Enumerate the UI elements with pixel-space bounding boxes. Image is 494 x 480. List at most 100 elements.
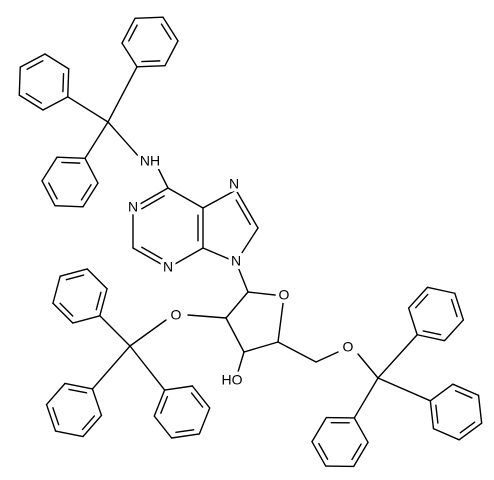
bond (52, 302, 74, 324)
double-bond (415, 293, 429, 309)
bond (429, 383, 454, 402)
bond (91, 388, 103, 417)
bond (167, 247, 204, 269)
double-bond (235, 199, 251, 226)
bond (153, 415, 173, 439)
double-bond (160, 395, 169, 414)
bond (153, 389, 166, 417)
bond (191, 385, 211, 409)
bond (18, 94, 44, 111)
double-bond (81, 415, 96, 431)
bonds (18, 16, 483, 468)
bond (170, 433, 201, 439)
double-bond (26, 60, 44, 70)
double-bond (65, 274, 85, 281)
bond (407, 286, 429, 309)
bond (452, 383, 480, 397)
bond (132, 247, 169, 269)
double-bond (48, 182, 58, 200)
bond (311, 440, 327, 467)
double-bond (160, 23, 172, 40)
bond (454, 292, 465, 321)
bond (107, 66, 138, 123)
double-bond (80, 184, 92, 201)
bond (277, 341, 317, 363)
bond (237, 351, 245, 373)
bond (277, 295, 285, 343)
bond (99, 315, 131, 347)
bond (41, 156, 58, 182)
bond (45, 403, 57, 432)
bond (107, 121, 141, 159)
bond (426, 286, 456, 294)
bond (353, 377, 379, 419)
bond (247, 291, 285, 297)
bond (243, 341, 279, 353)
bond (353, 417, 369, 444)
bond (353, 441, 369, 468)
bond (18, 66, 21, 96)
atom-label: N (229, 176, 239, 192)
bond (235, 261, 249, 293)
bond (429, 400, 435, 430)
double-bond (25, 92, 43, 104)
bond (45, 382, 66, 406)
bond (162, 16, 179, 42)
bond (82, 414, 103, 438)
double-bond (62, 73, 65, 93)
bond (202, 189, 237, 209)
bond (67, 96, 109, 123)
bond (59, 268, 88, 277)
bond (134, 16, 164, 20)
double-bond (128, 24, 138, 42)
double-bond (190, 392, 204, 408)
double-bond (68, 388, 88, 394)
double-bond (435, 404, 439, 424)
bond (56, 156, 86, 160)
bond (82, 182, 99, 208)
atom-label: N (231, 253, 241, 269)
bond (54, 204, 84, 208)
bond (44, 53, 70, 70)
double-bond (450, 298, 458, 318)
bond (202, 247, 237, 263)
atom-label: N (128, 199, 138, 215)
double-bond (175, 429, 195, 434)
bond (225, 317, 245, 353)
double-bond (454, 390, 473, 399)
bond (129, 345, 166, 391)
bond (84, 121, 109, 160)
bond (41, 180, 56, 207)
bond (235, 189, 259, 229)
atom-label: O (171, 307, 182, 323)
bond (86, 268, 108, 290)
bond (198, 407, 211, 435)
bond (477, 394, 483, 424)
bond (235, 227, 259, 263)
bond (72, 315, 101, 324)
bond (132, 187, 169, 209)
atom-label: NH (140, 153, 160, 169)
bond (67, 68, 70, 98)
bond (136, 64, 166, 68)
double-bond (422, 330, 442, 336)
bond (42, 96, 69, 111)
bond (84, 157, 99, 184)
bond (357, 353, 379, 379)
bond (19, 53, 46, 68)
atom-labels: NH N N N N O O HO O (124, 149, 357, 391)
bond (167, 187, 204, 209)
bond (121, 17, 136, 44)
atom-label: HO (222, 372, 243, 388)
double-bond (351, 443, 362, 461)
bond (129, 319, 167, 347)
bond (64, 382, 94, 390)
atom-label: O (343, 339, 354, 355)
double-bond (95, 291, 102, 311)
bond (164, 40, 179, 67)
bond (187, 314, 227, 319)
double-bond (52, 407, 60, 426)
bond (121, 42, 138, 68)
